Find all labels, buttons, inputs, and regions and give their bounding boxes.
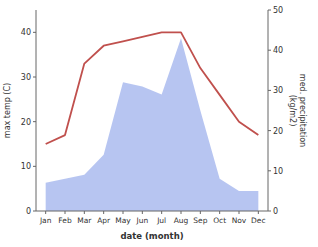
y2-axis-label-line: (kg/m2) bbox=[288, 95, 297, 127]
y-tick-label: 0 bbox=[26, 207, 31, 216]
y-tick-label: 40 bbox=[21, 28, 31, 37]
chart-container: 0 10 20 30 40 0 10 20 30 40 50 Jan Feb Mar Apr May Jun Ju… bbox=[0, 0, 318, 247]
x-tick bbox=[258, 211, 259, 214]
y2-tick-label: 40 bbox=[273, 46, 283, 55]
x-tick-label: Apr bbox=[97, 216, 111, 225]
x-tick-label: Mar bbox=[77, 216, 92, 225]
x-tick bbox=[181, 211, 182, 214]
y2-tick bbox=[268, 10, 271, 11]
x-tick-label: Jul bbox=[156, 216, 166, 225]
y2-axis-label: med. precipitation(kg/m2) bbox=[288, 74, 307, 147]
x-tick-label: Nov bbox=[232, 216, 247, 225]
x-tick bbox=[45, 211, 46, 214]
y2-tick bbox=[268, 90, 271, 91]
y2-tick bbox=[268, 130, 271, 131]
x-tick bbox=[65, 211, 66, 214]
y-tick bbox=[33, 32, 36, 33]
x-tick bbox=[239, 211, 240, 214]
y2-tick-label: 30 bbox=[273, 86, 283, 95]
x-tick-label: Feb bbox=[58, 216, 72, 225]
x-tick-label: Jun bbox=[135, 216, 148, 225]
x-tick bbox=[161, 211, 162, 214]
y2-tick-label: 50 bbox=[273, 6, 283, 15]
x-axis-line bbox=[36, 211, 268, 212]
y-tick bbox=[33, 211, 36, 212]
x-tick-label: Oct bbox=[213, 216, 226, 225]
x-tick bbox=[123, 211, 124, 214]
y-tick bbox=[33, 121, 36, 122]
x-tick-label: May bbox=[115, 216, 131, 225]
y-axis-line bbox=[36, 10, 37, 211]
x-axis-label: date (month) bbox=[120, 231, 183, 241]
x-tick bbox=[219, 211, 220, 214]
x-tick-label: Jan bbox=[39, 216, 52, 225]
temperature-line bbox=[46, 32, 259, 144]
y-tick bbox=[33, 166, 36, 167]
x-tick bbox=[200, 211, 201, 214]
x-tick-label: Aug bbox=[174, 216, 189, 225]
x-tick bbox=[142, 211, 143, 214]
y2-axis-line bbox=[268, 10, 269, 211]
y2-tick-label: 20 bbox=[273, 127, 283, 136]
x-tick-label: Dec bbox=[251, 216, 266, 225]
y-tick-label: 10 bbox=[21, 162, 31, 171]
y2-tick bbox=[268, 50, 271, 51]
y2-tick-label: 0 bbox=[273, 207, 278, 216]
precipitation-area bbox=[46, 38, 259, 211]
chart: 0 10 20 30 40 0 10 20 30 40 50 Jan Feb Mar Apr May Jun Ju… bbox=[0, 0, 318, 247]
y-tick-label: 30 bbox=[21, 73, 31, 82]
y-tick-label: 20 bbox=[21, 118, 31, 127]
y2-tick bbox=[268, 211, 271, 212]
y-tick bbox=[33, 77, 36, 78]
y-axis-label: max temp (C) bbox=[3, 83, 12, 138]
y2-tick bbox=[268, 170, 271, 171]
y2-tick-label: 10 bbox=[273, 167, 283, 176]
plot-area bbox=[46, 32, 259, 211]
x-tick-label: Sep bbox=[193, 216, 207, 225]
x-tick bbox=[84, 211, 85, 214]
x-tick bbox=[103, 211, 104, 214]
y2-axis-label-line: med. precipitation bbox=[298, 74, 307, 147]
